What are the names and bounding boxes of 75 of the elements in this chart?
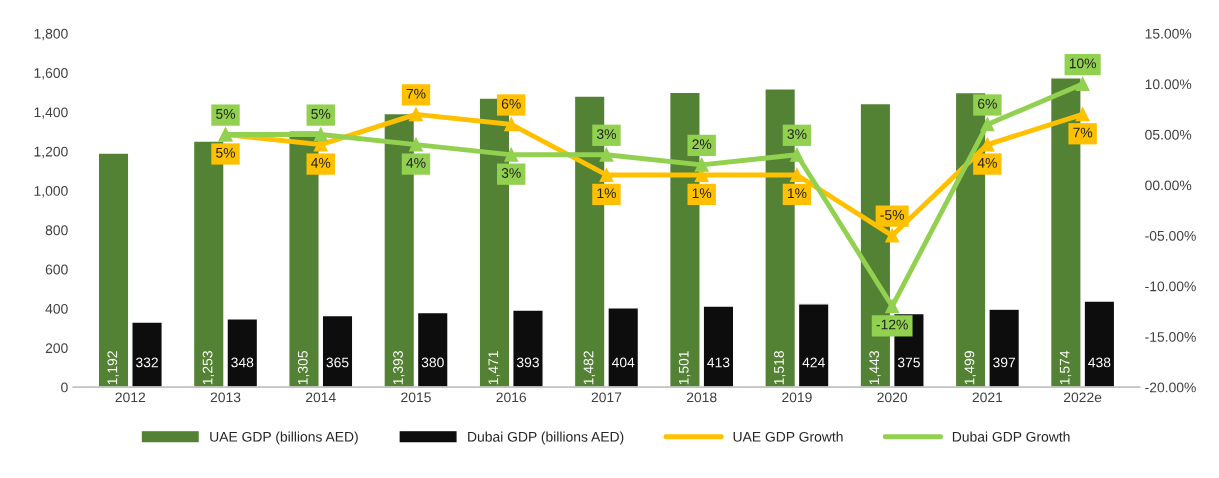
legend-label: Dubai GDP Growth [952,431,1070,442]
data-label: 4% [977,158,997,168]
y2-tick-label: 00.00% [1145,180,1192,191]
data-label: 4% [311,158,331,168]
y2-tick-label: 05.00% [1145,129,1192,140]
data-label: 1,471 [488,351,500,385]
data-label: 1,192 [107,351,119,385]
x-tick-label: 2017 [591,392,622,403]
x-tick-label: 2012 [115,392,146,403]
data-label: 1,499 [964,351,976,385]
data-label: -5% [880,210,905,220]
y-tick-label: 400 [45,303,68,314]
x-tick-label: 2018 [686,392,717,403]
data-label: -12% [876,319,908,330]
y-tick-label: 1,800 [34,28,68,41]
x-tick-label: 2019 [782,392,812,403]
data-label: 6% [501,98,521,109]
y2-tick-label: 10.00% [1145,79,1192,90]
y2-tick-label: -15.00% [1145,331,1196,342]
data-label: 1,305 [297,351,310,385]
data-label: 10% [1069,58,1097,69]
data-label: 1,518 [774,351,786,385]
y-tick-label: 1,000 [34,186,68,198]
x-tick-label: 2022e [1064,392,1102,403]
data-label: 1,482 [583,351,596,385]
y-tick-label: 1,200 [34,146,68,159]
x-tick-label: 2021 [972,392,1003,403]
y2-tick-label: -05.00% [1145,230,1196,241]
data-label: 5% [216,147,236,158]
data-label: 1% [692,188,712,199]
data-label: 1,501 [678,351,691,385]
data-label: 348 [231,357,254,368]
y-tick-label: 800 [45,225,68,236]
x-tick-label: 2020 [877,392,908,403]
x-tick-label: 2016 [496,392,527,403]
data-label: 375 [897,357,920,368]
y-tick-label: 1,400 [34,107,68,119]
y2-tick-label: -20.00% [1145,382,1196,393]
data-label: 397 [993,357,1016,368]
data-label: 1% [787,188,807,199]
y-tick-label: 600 [45,264,68,275]
x-tick-label: 2015 [401,392,431,403]
data-label: 1,253 [202,351,215,385]
data-label: 6% [978,98,997,109]
data-label: 7% [406,88,426,99]
data-label: 2% [692,139,712,150]
data-label: 365 [326,357,349,368]
data-label: 413 [707,357,730,368]
data-label: 3% [596,129,616,140]
legend-label: UAE GDP Growth [733,431,843,442]
data-label: 7% [1073,127,1093,138]
data-label: 424 [802,357,825,368]
data-label: 1,393 [393,351,405,385]
data-label: 4% [406,158,426,168]
data-label: 393 [516,357,539,368]
x-tick-label: 2013 [210,392,241,403]
data-label: 3% [501,168,521,178]
y2-tick-label: -10.00% [1145,281,1196,292]
legend-label: UAE GDP (billions AED) [210,431,358,445]
data-label: 5% [311,109,331,119]
data-label: 332 [135,357,158,368]
data-label: 380 [421,357,444,368]
y-tick-label: 1,600 [34,68,68,80]
data-label: 1% [597,188,616,199]
y-tick-label: 200 [45,343,68,354]
y2-tick-label: 15.00% [1145,28,1192,39]
legend-label: Dubai GDP (billions AED) [468,431,624,445]
data-label: 438 [1088,357,1111,368]
data-label: 5% [216,109,236,119]
data-label: 1,443 [869,351,881,385]
y-tick-label: 0 [61,382,68,393]
data-label: 3% [787,129,807,140]
x-tick-label: 2014 [306,392,336,403]
data-label: 1,574 [1059,350,1072,385]
data-label: 404 [611,357,635,368]
